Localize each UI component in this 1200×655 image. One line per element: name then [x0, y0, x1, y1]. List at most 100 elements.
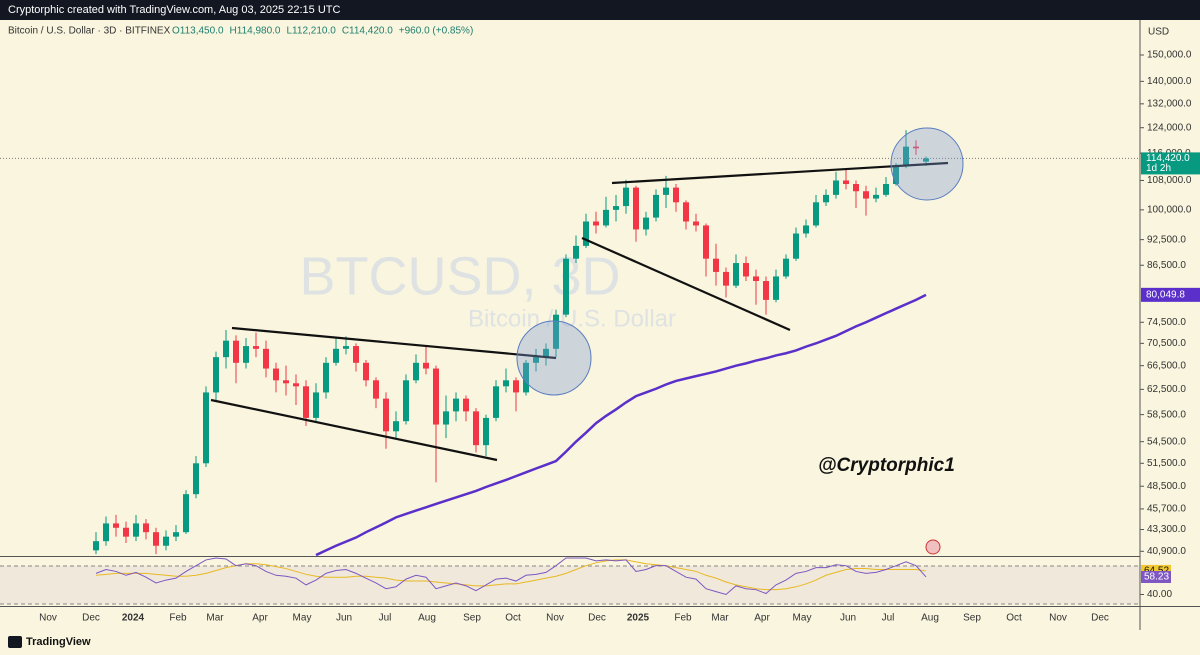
candle-body [553, 314, 559, 349]
y-tick-label: 150,000.0 [1147, 50, 1192, 61]
candle-body [343, 346, 349, 349]
candle-body [143, 523, 149, 533]
x-tick-label: Aug [418, 613, 436, 624]
y-tick-label: 70,500.0 [1147, 338, 1186, 349]
candle-body [103, 523, 109, 542]
candle-body [283, 380, 289, 384]
candle-body [573, 245, 579, 259]
y-tick-label: 86,500.0 [1147, 260, 1186, 271]
candle-body [873, 194, 879, 199]
candle-body [803, 225, 809, 234]
y-tick-label: 40,900.0 [1147, 546, 1186, 557]
y-tick-label: 100,000.0 [1147, 205, 1192, 216]
x-tick-label: Feb [169, 613, 187, 624]
x-tick-label: Aug [921, 613, 939, 624]
x-tick-label: May [793, 613, 812, 624]
candle-body [303, 386, 309, 418]
candle-body [503, 380, 509, 387]
x-tick-label: Dec [1091, 613, 1109, 624]
candle-body [193, 463, 199, 495]
candle-body [523, 362, 529, 393]
candle-body [683, 202, 689, 222]
candle-body [473, 411, 479, 446]
candle-body [603, 209, 609, 226]
candle-body [253, 346, 259, 349]
last-price-label: 114,420.0 [1146, 153, 1190, 164]
rsi-tag [1141, 570, 1171, 583]
highlight-circle [890, 127, 964, 201]
candle-body [493, 386, 499, 418]
candle-body [823, 194, 829, 203]
ohlc-value: C114,420.0 [342, 26, 393, 37]
x-tick-label: Dec [588, 613, 606, 624]
x-tick-label: Jul [379, 613, 392, 624]
candle-body [733, 263, 739, 286]
candle-body [593, 221, 599, 226]
candle-body [843, 180, 849, 185]
candle-body [913, 146, 919, 149]
candle-body [183, 494, 189, 533]
rsi-tick-label: 40.00 [1147, 589, 1172, 600]
candle-body [273, 368, 279, 381]
candle-body [713, 258, 719, 272]
footer-logo: TradingView [26, 636, 91, 648]
x-tick-label: Jun [336, 613, 352, 624]
event-icon [925, 539, 941, 555]
candle-body [243, 346, 249, 363]
moving-average [315, 293, 927, 557]
y-tick-label: 140,000.0 [1147, 76, 1192, 87]
rsi-line [95, 557, 927, 596]
y-tick-label: 54,500.0 [1147, 436, 1186, 447]
watermark-sub: Bitcoin / U.S. Dollar [468, 305, 676, 332]
candle-body [863, 191, 869, 199]
candle-body [443, 411, 449, 425]
candle-body [423, 362, 429, 369]
candle-body [213, 357, 219, 393]
ohlc-value: H114,980.0 [230, 26, 281, 37]
ma-tag [1141, 287, 1200, 302]
candle-body [373, 380, 379, 399]
x-tick-label: Sep [463, 613, 481, 624]
candle-body [773, 276, 779, 300]
y-tick-label: 58,500.0 [1147, 409, 1186, 420]
candle-body [203, 392, 209, 464]
x-tick-label: May [293, 613, 312, 624]
candle-body [893, 166, 899, 185]
candle-body [533, 357, 539, 363]
x-tick-label: Jul [882, 613, 895, 624]
candle-body [693, 221, 699, 226]
trend-line [581, 236, 791, 332]
candle-body [323, 362, 329, 393]
candle-body [333, 348, 339, 363]
candle-body [883, 184, 889, 195]
x-tick-label: Dec [82, 613, 100, 624]
highlight-circle [516, 320, 592, 396]
candle-body [923, 158, 929, 162]
rsi-tag-label: 58.23 [1144, 572, 1169, 583]
candle-body [113, 523, 119, 528]
x-tick-label: Apr [252, 613, 268, 624]
x-tick-label: Jun [840, 613, 856, 624]
candle-body [793, 233, 799, 259]
ma-label: 80,049.8 [1146, 289, 1185, 300]
candle-body [123, 527, 129, 537]
candle-body [513, 380, 519, 393]
credit: Cryptorphic created with TradingView.com… [8, 4, 340, 16]
y-tick-label: 45,700.0 [1147, 504, 1186, 515]
candle-body [383, 398, 389, 432]
candle-body [433, 368, 439, 425]
candle-body [233, 340, 239, 363]
currency: USD [1148, 27, 1169, 38]
y-tick-label: 62,500.0 [1147, 384, 1186, 395]
y-tick-label: 43,300.0 [1147, 524, 1186, 535]
ohlc-value: +960.0 (+0.85%) [399, 26, 474, 37]
candle-body [653, 194, 659, 218]
candle-body [353, 346, 359, 363]
candle-body [403, 380, 409, 422]
candle-body [223, 340, 229, 358]
candle-body [623, 187, 629, 207]
x-tick-label: Oct [505, 613, 521, 624]
x-tick-label: 2025 [627, 613, 650, 624]
candle-body [903, 146, 909, 167]
